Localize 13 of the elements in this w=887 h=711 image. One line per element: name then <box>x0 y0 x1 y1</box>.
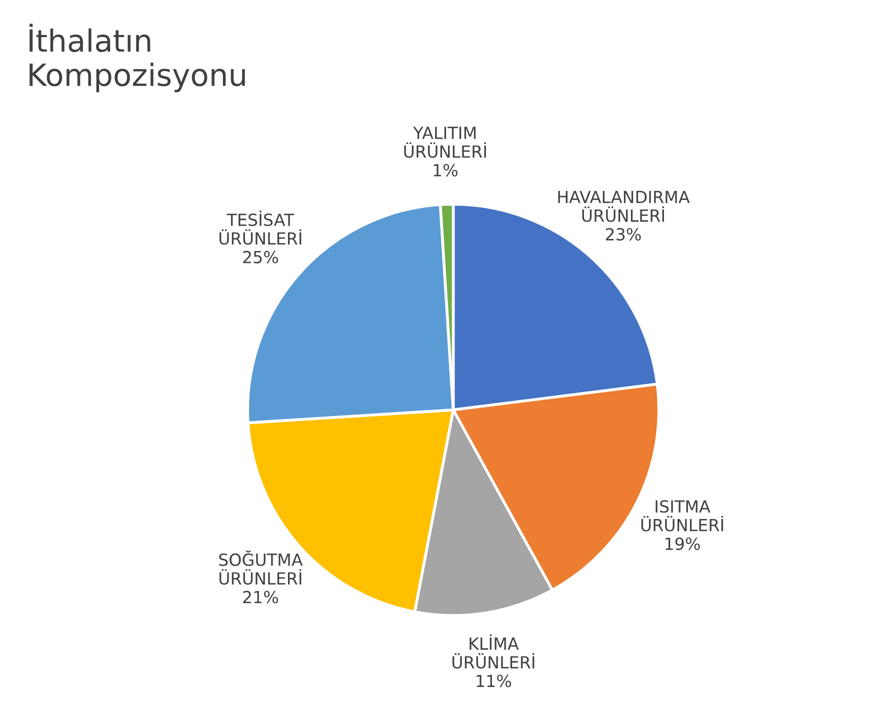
slice-label: SOĞUTMA ÜRÜNLERİ <box>219 550 303 585</box>
chart-title: İthalatın Kompozisyonu <box>30 24 245 92</box>
data-label: 19% <box>666 537 700 550</box>
slice-label: YALITIM ÜRÜNLERİ <box>404 126 486 158</box>
data-label: 1% <box>434 164 458 176</box>
slice-label: ISITMA ÜRÜNLERİ <box>641 500 724 532</box>
data-label: 21% <box>243 590 278 604</box>
data-label: 23% <box>606 228 641 241</box>
slice-label: HAVALANDIRMA ÜRÜNLERİ <box>558 190 690 222</box>
slice-label: TESİSAT ÜRÜNLERİ <box>220 210 302 245</box>
slice-label: KLİMA ÜRÜNLERİ <box>452 634 534 669</box>
data-label: 25% <box>243 250 278 264</box>
data-label: 11% <box>476 674 512 688</box>
